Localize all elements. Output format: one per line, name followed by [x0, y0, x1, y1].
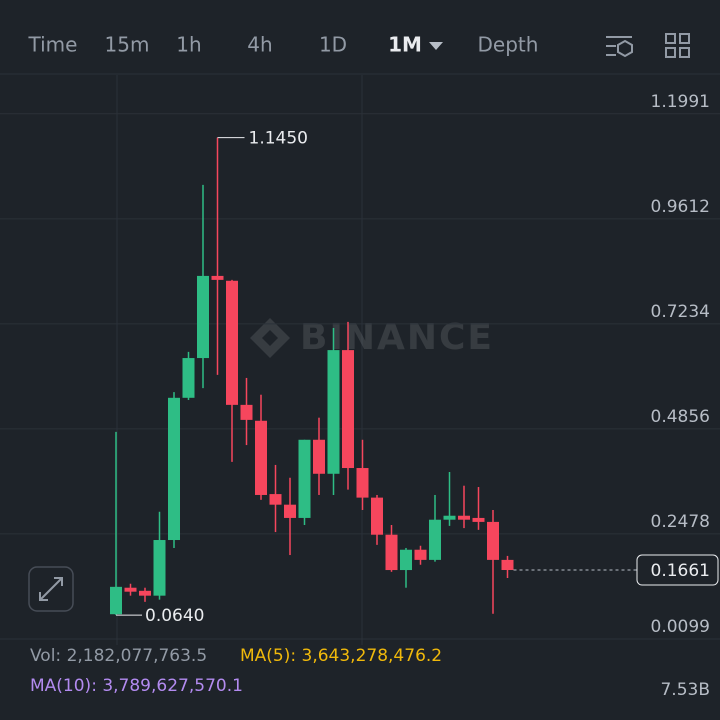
y-tick-label: 0.4856 [651, 407, 710, 427]
candle-body [487, 521, 499, 560]
candle-body [168, 397, 180, 541]
candle-body [269, 494, 282, 505]
candle-body [255, 420, 267, 495]
candle-body [298, 439, 311, 518]
candle-body [226, 280, 238, 405]
layout-icon[interactable] [665, 33, 690, 58]
candle-body [414, 549, 427, 560]
tab[interactable]: 4h [247, 33, 272, 57]
candle-body [313, 439, 325, 474]
annotations: 1.1450 0.0640 0.1661 [116, 129, 719, 626]
candle-body [501, 559, 514, 571]
y-tick-label: 0.0099 [651, 617, 710, 637]
candle-body [139, 590, 151, 596]
ma5-text: MA(5): 3,643,278,476.2 [240, 646, 442, 666]
dropdown-arrow[interactable] [429, 42, 443, 50]
candle-body [182, 358, 195, 398]
volume-text: Vol: 2,182,077,763.5 [30, 646, 207, 666]
candle-body [124, 587, 137, 592]
tab[interactable]: 15m [105, 33, 150, 57]
y-tick-label: 0.2478 [651, 512, 710, 532]
high-label: 1.1450 [249, 129, 308, 149]
low-label: 0.0640 [145, 606, 204, 626]
grid: 0.0099 0.2478 0.4856 0.7234 0.9612 1.1991 [0, 92, 720, 640]
candle-body [443, 515, 456, 520]
tab[interactable]: 1D [319, 33, 347, 57]
expand-button[interactable] [28, 566, 74, 612]
candle-body [356, 468, 369, 498]
volume-axis-label: 7.53B [660, 680, 710, 700]
candle-body [211, 275, 224, 280]
candle-body [458, 515, 470, 520]
candle-body [400, 549, 412, 571]
candle-body [240, 404, 253, 420]
candle-body [429, 519, 441, 560]
candle-body [110, 586, 122, 615]
candle-body [371, 497, 383, 535]
candle-body [385, 534, 398, 571]
tab[interactable]: Depth [478, 33, 539, 57]
candle-body [197, 275, 209, 359]
candle-body [153, 540, 166, 596]
ma10-text: MA(10): 3,789,627,570.1 [30, 676, 243, 696]
y-tick-label: 0.7234 [651, 302, 710, 322]
candle-body [472, 517, 485, 522]
y-tick-label: 0.9612 [651, 197, 710, 217]
tab[interactable]: Time [28, 33, 78, 57]
last-price-label: 0.1661 [651, 561, 710, 581]
tab[interactable]: 1h [176, 33, 201, 57]
tab[interactable]: 1M [388, 33, 422, 57]
candle-body [327, 350, 340, 474]
candle-body [342, 350, 354, 469]
last-price-box [636, 554, 719, 586]
candle-body [284, 504, 296, 518]
indicator-settings-icon[interactable] [606, 36, 633, 58]
candles [110, 137, 514, 616]
toolbar: Time 15m 1h 4h 1D 1M Depth [28, 33, 539, 57]
y-tick-label: 1.1991 [651, 92, 710, 112]
